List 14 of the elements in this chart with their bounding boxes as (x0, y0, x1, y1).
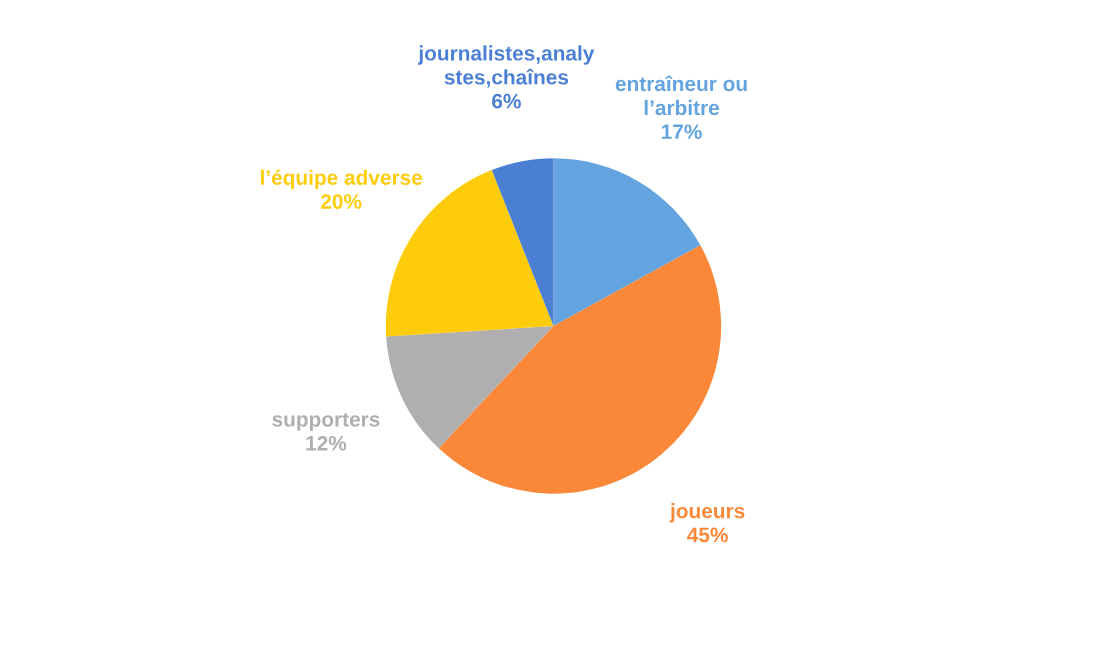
data-label: 6% (492, 93, 521, 109)
data-label: 17% (661, 124, 702, 140)
data-label: 20% (321, 194, 362, 209)
slice-label: l’équipe adverse (260, 169, 423, 190)
pie-slice (553, 158, 701, 326)
data-label: 12% (306, 435, 347, 451)
slice-label: journalistes,analy stes,chaînes (418, 45, 595, 88)
pie-slice (438, 245, 722, 494)
slice-label: entraîneur ou l’arbitre (615, 75, 747, 116)
slice-label: supporters (272, 412, 380, 431)
data-label: 45% (687, 527, 728, 543)
slice-label: joueurs (669, 503, 745, 523)
pie-slice (491, 158, 554, 326)
pie-slice (386, 326, 554, 449)
